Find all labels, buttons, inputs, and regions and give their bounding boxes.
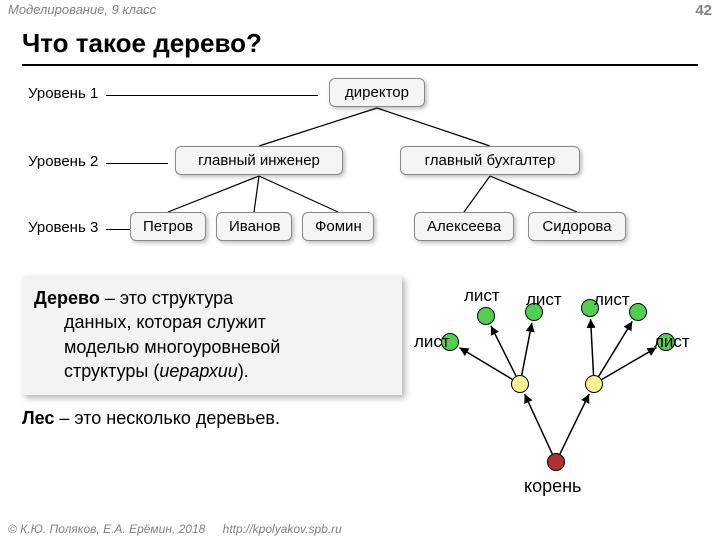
slide-header: Моделирование, 9 класс 42 [8, 2, 712, 19]
root-label: корень [524, 476, 581, 497]
definition-body1: данных, которая служит [34, 310, 390, 334]
org-node-eng: главный инженер [175, 146, 343, 175]
forest-rest: – это несколько деревьев. [54, 408, 280, 428]
leaf-label: лист [464, 286, 500, 306]
forest-term: Лес [22, 408, 54, 428]
tree-node-mid [585, 375, 603, 393]
tree-node-mid [511, 375, 529, 393]
leaf-label: лист [414, 332, 450, 352]
definition-box: Дерево – это структура данных, которая с… [22, 276, 402, 395]
title-rule [22, 64, 698, 66]
leaf-label: лист [654, 332, 690, 352]
tree-node-leaf [477, 307, 495, 325]
org-node-acc: главный бухгалтер [400, 146, 580, 175]
leaf-label: лист [526, 290, 562, 310]
abstract-tree-edges [410, 276, 710, 506]
abstract-tree-panel: лист лист лист лист лист корень [410, 276, 710, 506]
org-tree-panel: Уровень 1Уровень 2Уровень 3директорглавн… [0, 74, 720, 264]
org-node-root: директор [329, 78, 425, 107]
leaf-label: лист [594, 290, 630, 310]
footer-url: http://kpolyakov.spb.ru [223, 522, 342, 536]
course-label: Моделирование, 9 класс [8, 2, 156, 19]
org-node-sidor: Сидорова [528, 212, 626, 241]
org-node-aleks: Алексеева [414, 212, 514, 241]
definition-body2: моделью многоуровневой [34, 335, 390, 359]
slide-footer: © К.Ю. Поляков, Е.А. Ерёмин, 2018 http:/… [8, 522, 712, 536]
definition-term: Дерево [34, 288, 100, 308]
page-title: Что такое дерево? [22, 28, 262, 59]
tree-node-root [547, 453, 565, 471]
org-node-ivanov: Иванов [216, 212, 292, 241]
org-node-fomin: Фомин [302, 212, 374, 241]
forest-def: Лес – это несколько деревьев. [22, 408, 280, 429]
tree-node-leaf [629, 303, 647, 321]
page-number: 42 [695, 2, 712, 19]
definition-line1: – это структура [100, 288, 233, 308]
definition-body3: структуры (иерархии). [34, 359, 390, 383]
copyright: © К.Ю. Поляков, Е.А. Ерёмин, 2018 [8, 522, 205, 536]
org-node-petrov: Петров [130, 212, 206, 241]
